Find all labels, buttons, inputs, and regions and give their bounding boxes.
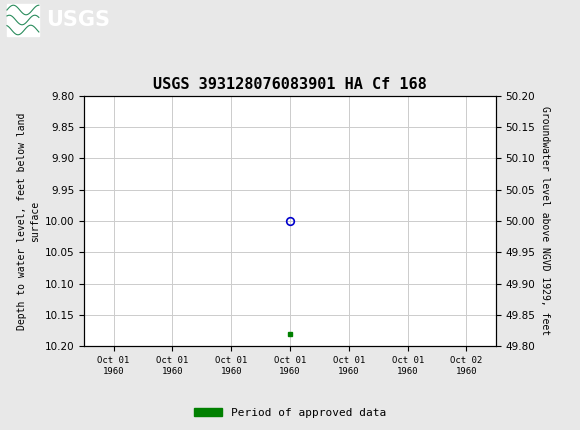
FancyBboxPatch shape	[7, 4, 39, 36]
Text: USGS 393128076083901 HA Cf 168: USGS 393128076083901 HA Cf 168	[153, 77, 427, 92]
Legend: Period of approved data: Period of approved data	[190, 403, 390, 422]
Y-axis label: Groundwater level above NGVD 1929, feet: Groundwater level above NGVD 1929, feet	[539, 107, 550, 335]
Y-axis label: Depth to water level, feet below land
surface: Depth to water level, feet below land su…	[17, 112, 41, 330]
Text: USGS: USGS	[46, 10, 110, 30]
